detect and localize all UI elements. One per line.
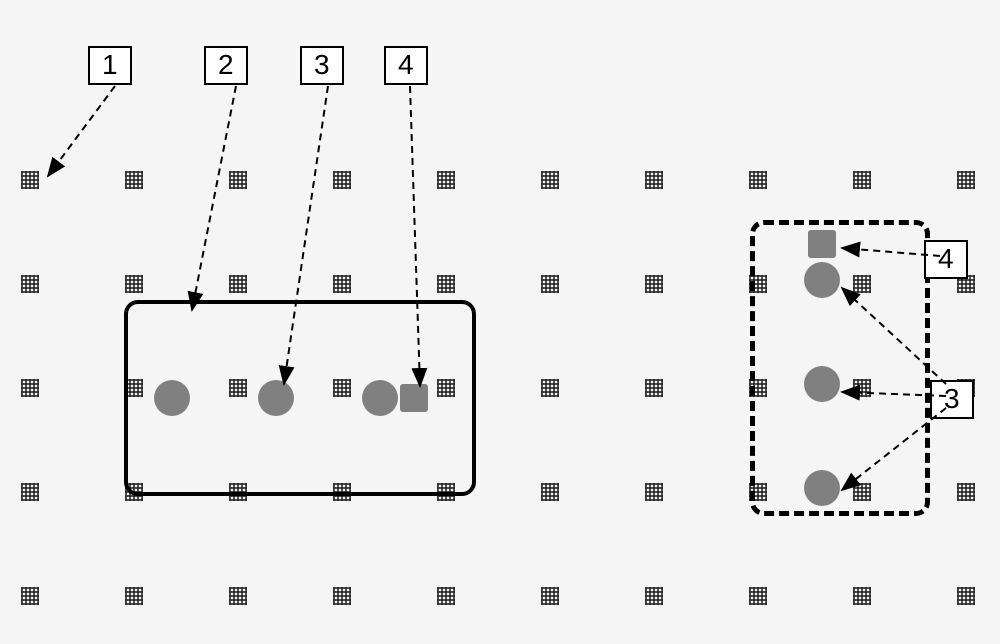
qr-marker [333, 275, 351, 293]
wheel-circle [154, 380, 190, 416]
qr-marker [21, 587, 39, 605]
qr-marker [437, 275, 455, 293]
wheel-circle [362, 380, 398, 416]
qr-marker [437, 171, 455, 189]
qr-marker [645, 587, 663, 605]
vehicle-dashed [750, 220, 930, 516]
wheel-circle [258, 380, 294, 416]
qr-marker [333, 171, 351, 189]
qr-marker [645, 379, 663, 397]
qr-marker [541, 275, 559, 293]
wheel-circle [804, 470, 840, 506]
qr-marker [229, 171, 247, 189]
qr-marker [645, 483, 663, 501]
sensor-square [808, 230, 836, 258]
qr-marker [541, 379, 559, 397]
callout-label-1: 1 [88, 46, 132, 85]
callout-label-3-right: 3 [930, 380, 974, 419]
wheel-circle [804, 262, 840, 298]
callout-label-4-right: 4 [924, 240, 968, 279]
callout-label-3-left: 3 [300, 46, 344, 85]
sensor-square [400, 384, 428, 412]
qr-marker [21, 171, 39, 189]
qr-marker [437, 587, 455, 605]
qr-marker [541, 171, 559, 189]
qr-marker [853, 587, 871, 605]
qr-marker [229, 587, 247, 605]
qr-marker [21, 483, 39, 501]
qr-marker [957, 587, 975, 605]
qr-marker [21, 275, 39, 293]
qr-marker [853, 171, 871, 189]
qr-marker [229, 275, 247, 293]
qr-marker [125, 587, 143, 605]
qr-marker [125, 171, 143, 189]
qr-marker [125, 275, 143, 293]
qr-marker [957, 483, 975, 501]
qr-marker [21, 379, 39, 397]
callout-label-2: 2 [204, 46, 248, 85]
qr-marker [749, 587, 767, 605]
qr-marker [541, 587, 559, 605]
qr-marker [749, 171, 767, 189]
qr-marker [645, 275, 663, 293]
qr-marker [645, 171, 663, 189]
qr-marker [333, 587, 351, 605]
qr-marker [957, 171, 975, 189]
wheel-circle [804, 366, 840, 402]
qr-marker [541, 483, 559, 501]
callout-label-4-left: 4 [384, 46, 428, 85]
callout-arrow [48, 86, 115, 176]
diagram-stage: 1 2 3 4 4 3 [0, 0, 1000, 644]
